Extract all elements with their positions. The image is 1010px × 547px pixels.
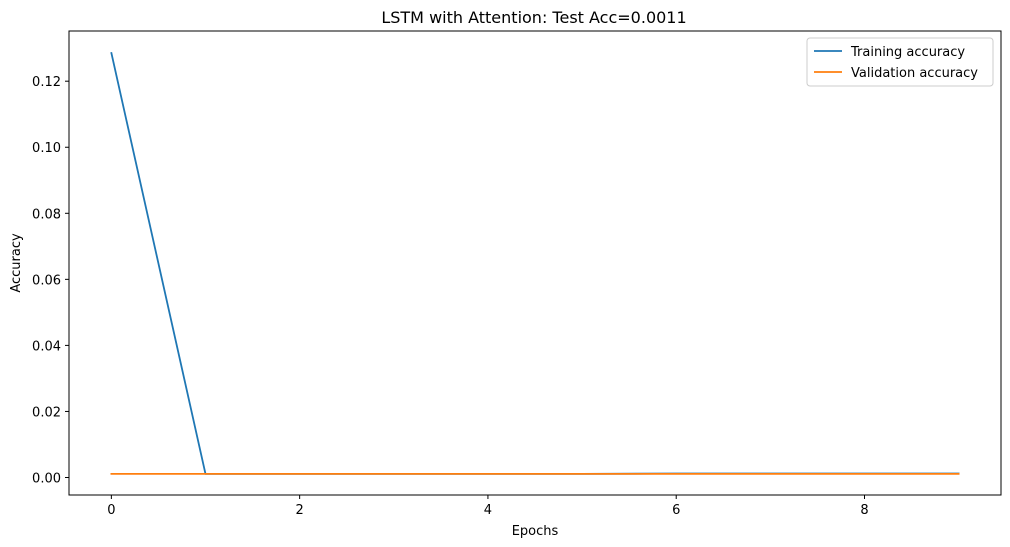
x-axis-label: Epochs <box>512 524 559 539</box>
legend-label: Validation accuracy <box>851 66 978 81</box>
y-tick-label: 0.08 <box>32 207 61 222</box>
series-lines <box>110 52 960 475</box>
legend: Training accuracy Validation accuracy <box>806 37 994 87</box>
y-axis-label: Accuracy <box>9 233 24 293</box>
legend-label: Training accuracy <box>850 45 965 60</box>
x-tick-label: 4 <box>484 503 492 518</box>
y-tick-label: 0.04 <box>32 339 61 354</box>
x-tick-label: 2 <box>296 503 304 518</box>
x-axis: 0 2 4 6 8 <box>107 495 869 518</box>
plot-area <box>68 30 1002 496</box>
y-axis: 0.00 0.02 0.04 0.06 0.08 0.10 0.12 <box>32 75 69 486</box>
x-tick-label: 6 <box>672 503 680 518</box>
y-tick-label: 0.12 <box>32 75 61 90</box>
x-tick-label: 0 <box>107 503 115 518</box>
y-tick-label: 0.10 <box>32 141 61 156</box>
y-tick-label: 0.00 <box>32 471 61 486</box>
x-tick-label: 8 <box>860 503 868 518</box>
y-tick-label: 0.06 <box>32 273 61 288</box>
y-tick-label: 0.02 <box>32 405 61 420</box>
legend-box <box>806 37 994 87</box>
chart-title: LSTM with Attention: Test Acc=0.0011 <box>381 8 686 27</box>
